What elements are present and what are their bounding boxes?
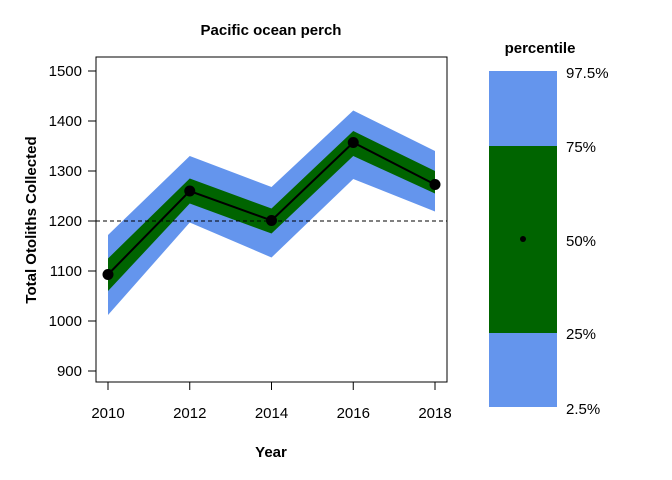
- y-tick-label: 900: [57, 363, 82, 380]
- median-point-2018: [429, 179, 441, 190]
- x-tick-label: 2010: [91, 405, 124, 422]
- y-tick-label: 1100: [50, 263, 82, 280]
- x-tick-label: 2014: [255, 405, 288, 422]
- y-axis: 900 1000 1100 1200 1300 1400 1500: [49, 63, 97, 380]
- legend: percentile 97.5% 75% 50% 25% 2.5%: [489, 40, 609, 418]
- median-point-2014: [266, 215, 277, 226]
- legend-label-75: 75%: [566, 139, 596, 156]
- median-point-2012: [184, 185, 196, 197]
- x-axis: 2010 2012 2014 2016 2018: [91, 381, 452, 422]
- legend-label-97-5: 97.5%: [566, 65, 609, 82]
- median-point-2016: [347, 137, 359, 148]
- band-50-percentile: [108, 131, 435, 291]
- y-axis-label: Total Otoliths Collected: [23, 136, 40, 303]
- y-tick-label: 1000: [49, 313, 82, 330]
- x-axis-label: Year: [255, 444, 287, 461]
- x-tick-label: 2012: [173, 405, 206, 422]
- y-tick-label: 1200: [49, 213, 82, 230]
- legend-label-50: 50%: [566, 233, 596, 250]
- y-tick-label: 1400: [49, 113, 82, 130]
- legend-label-25: 25%: [566, 326, 596, 343]
- legend-label-2-5: 2.5%: [566, 401, 600, 418]
- chart-title: Pacific ocean perch: [201, 22, 342, 39]
- x-tick-label: 2018: [418, 405, 451, 422]
- legend-title: percentile: [505, 40, 576, 57]
- x-tick-label: 2016: [337, 405, 370, 422]
- y-tick-label: 1500: [49, 63, 82, 80]
- plot-area: [96, 110, 447, 315]
- legend-median-point: [520, 236, 526, 242]
- median-point-2010: [102, 269, 114, 280]
- y-tick-label: 1300: [49, 163, 82, 180]
